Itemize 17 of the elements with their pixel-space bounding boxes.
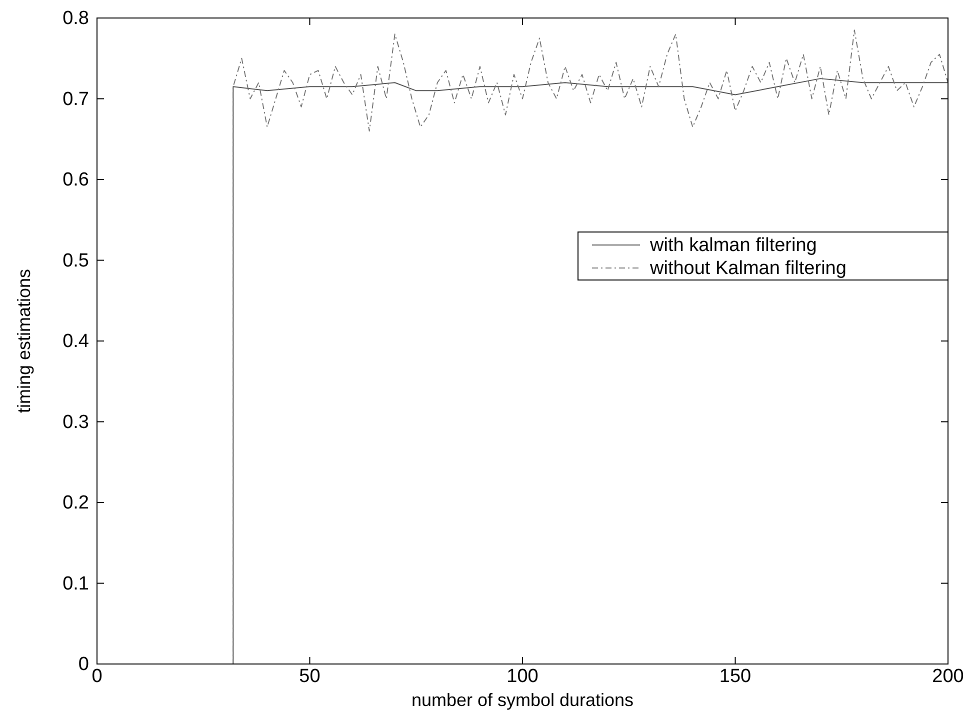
legend-label: with kalman filtering <box>649 235 817 256</box>
legend-label: without Kalman filtering <box>649 258 846 279</box>
x-tick-label: 200 <box>932 666 964 687</box>
y-tick-label: 0.7 <box>62 88 89 110</box>
y-tick-label: 0.5 <box>62 250 89 272</box>
y-axis-title: timing estimations <box>14 268 34 414</box>
y-tick-label: 0.3 <box>62 412 89 433</box>
y-tick-label: 0.1 <box>62 573 89 594</box>
x-tick-label: 50 <box>299 666 320 687</box>
x-tick-label: 0 <box>92 666 102 687</box>
y-tick-label: 0.2 <box>62 492 89 514</box>
x-tick-label: 100 <box>506 666 538 687</box>
y-tick-label: 0.4 <box>62 331 90 352</box>
x-axis-title: number of symbol durations <box>411 690 634 710</box>
y-tick-label: 0.8 <box>62 8 89 29</box>
y-tick-label: 0.6 <box>62 170 89 190</box>
x-tick-label: 150 <box>719 666 752 687</box>
